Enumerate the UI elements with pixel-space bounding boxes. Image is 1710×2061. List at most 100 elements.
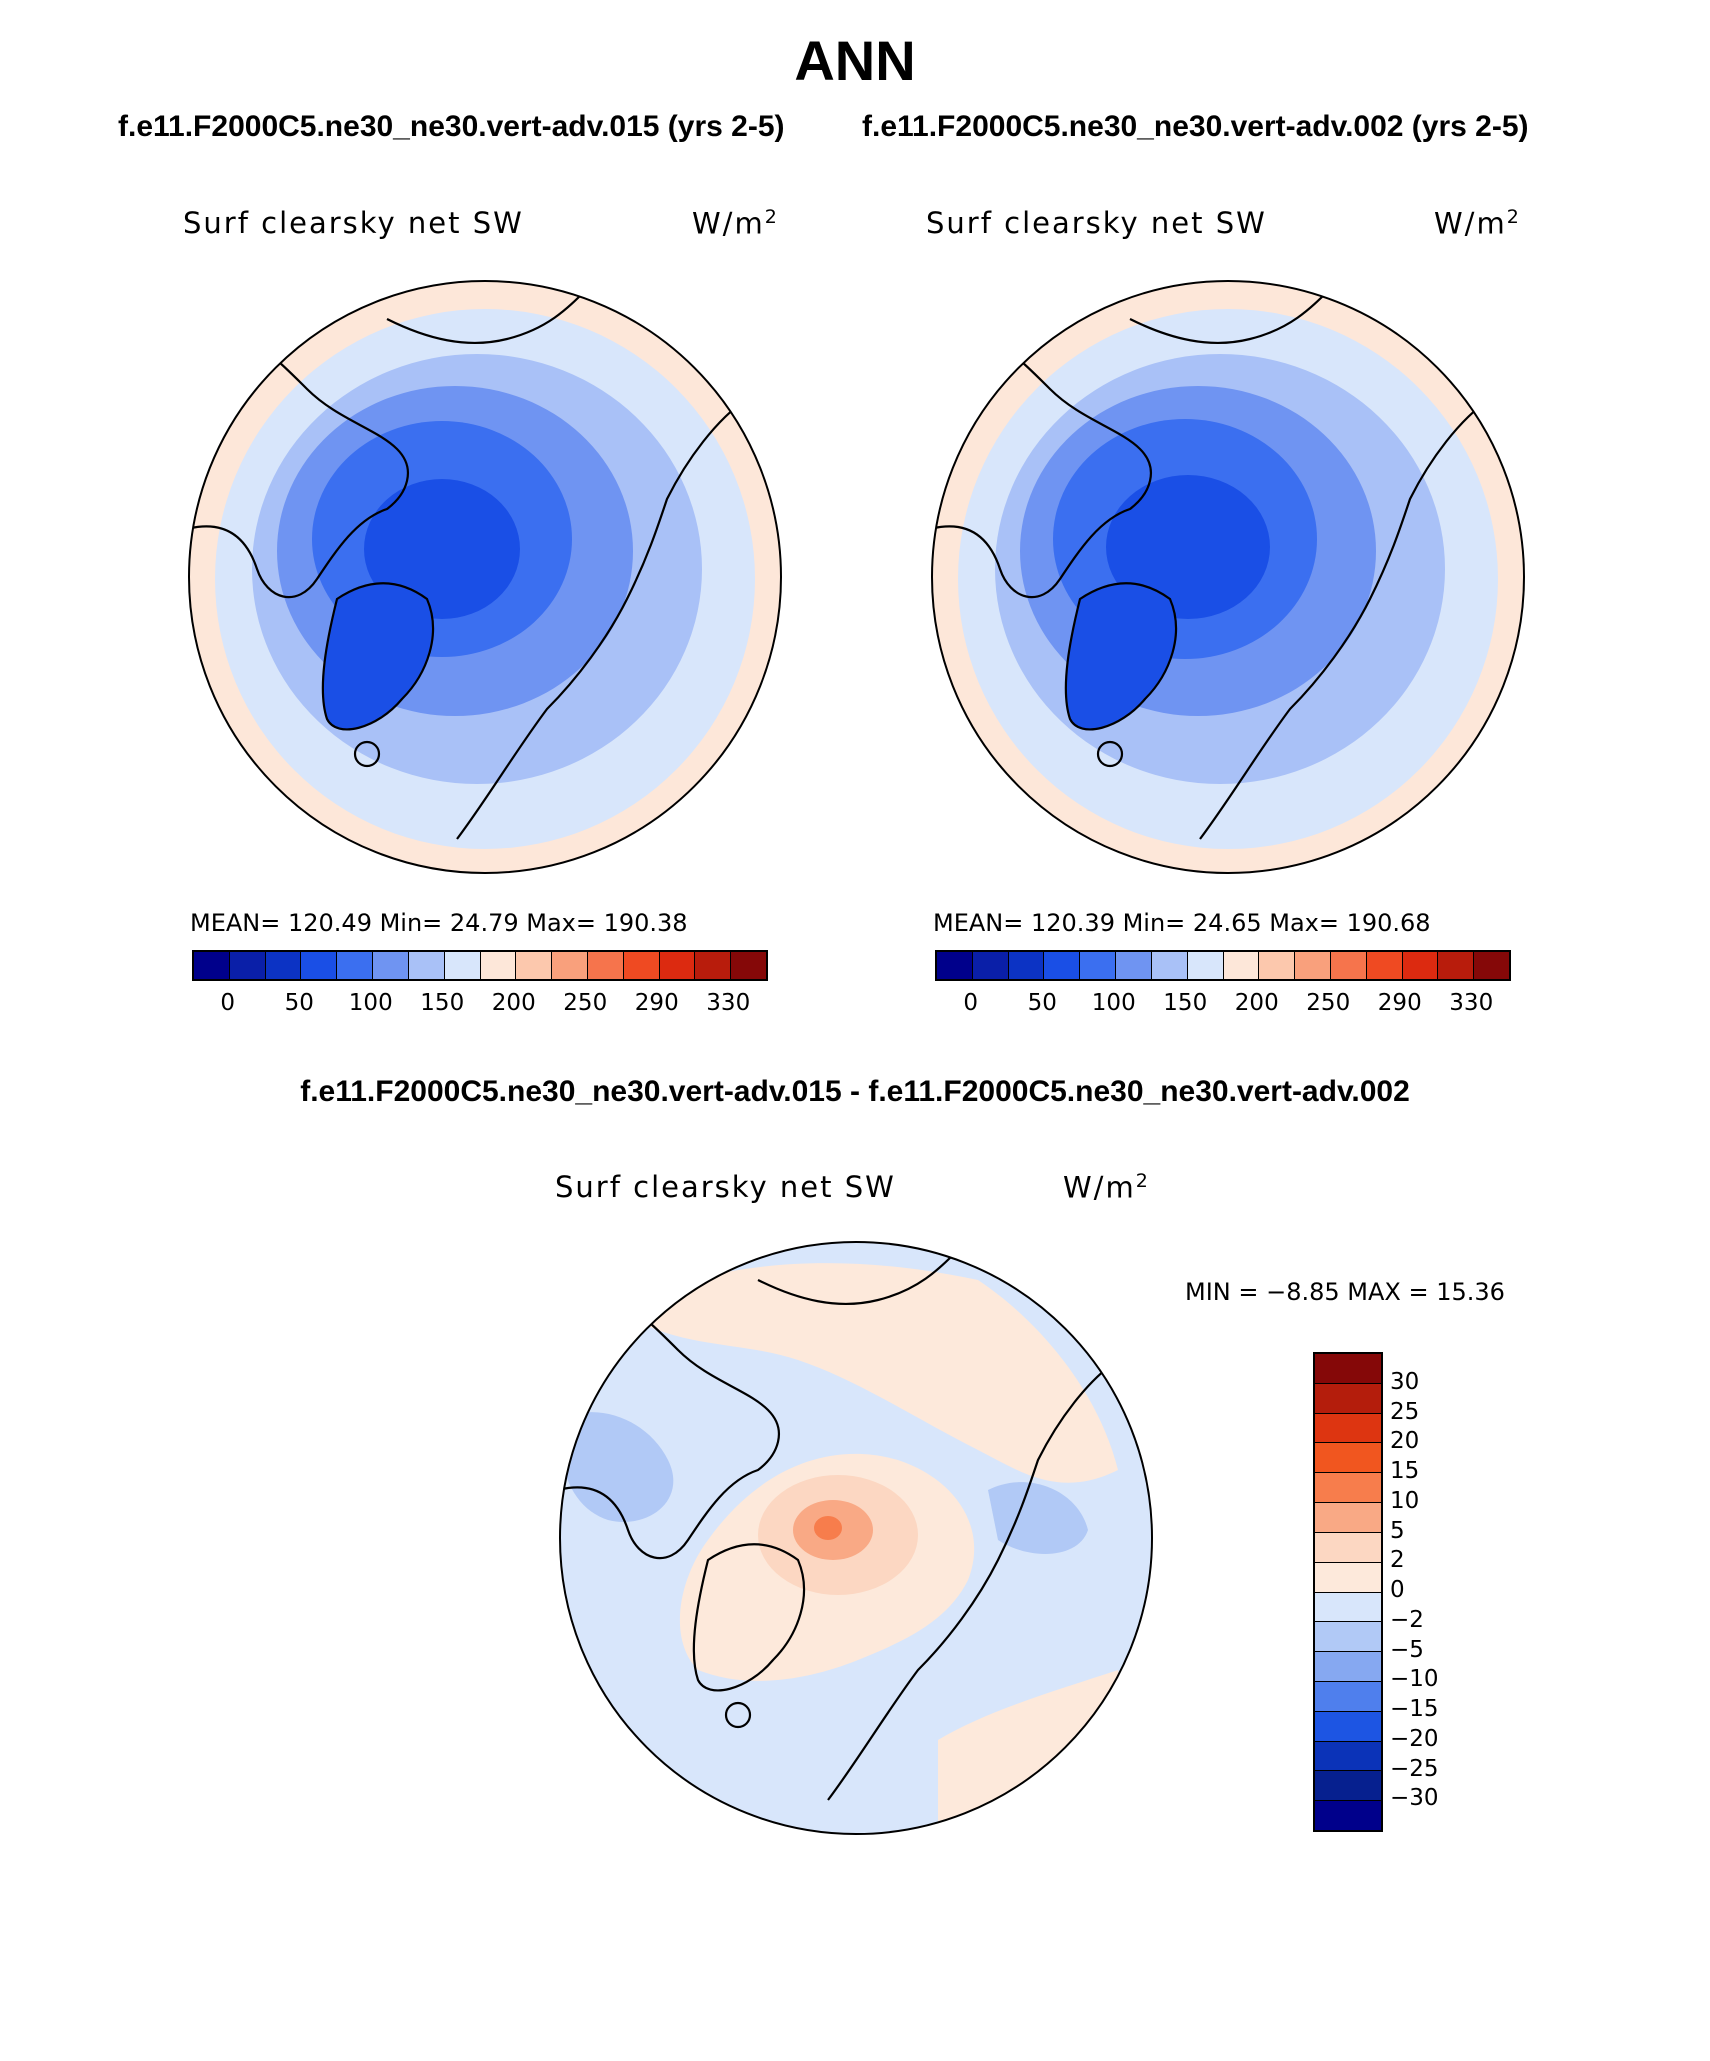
panel-1-colorbar [192, 950, 768, 981]
coastline-siberia [386, 288, 588, 345]
island-iceland [724, 1701, 752, 1729]
island-iceland [1096, 740, 1124, 768]
coastline-north-america [560, 1299, 780, 1560]
map-boundary [188, 280, 782, 874]
colorbar-swatch [444, 952, 481, 979]
colorbar-tick-label: 0 [220, 990, 236, 1016]
colorbar-swatch [972, 952, 1009, 979]
colorbar-tick-label: −20 [1390, 1725, 1439, 1752]
colorbar-swatch [1366, 952, 1403, 979]
colorbar-swatch [1044, 952, 1081, 979]
colorbar-swatch [1008, 952, 1045, 979]
panel-1-variable: Surf clearsky net SW [183, 206, 524, 240]
colorbar-swatch [1080, 952, 1117, 979]
panel-1-colorbar-ticks: 0 50 100 150 200 250 290 330 [192, 990, 768, 1020]
colorbar-swatch [408, 952, 445, 979]
colorbar-swatch [1315, 1771, 1381, 1802]
map-boundary [931, 280, 1525, 874]
colorbar-tick-label: 150 [420, 990, 465, 1016]
colorbar-swatch [1438, 952, 1475, 979]
figure-title: ANN [794, 29, 916, 92]
difference-colorbar-ticks: 30 25 20 15 10 5 2 0 −2 −5 −10 −15 −20 −25 −30 [1390, 1352, 1450, 1828]
panel-2-polar-map [931, 280, 1525, 874]
colorbar-tick-label: 30 [1390, 1368, 1420, 1395]
colorbar-tick-label: 150 [1163, 990, 1208, 1016]
colorbar-swatch [1474, 952, 1509, 979]
coastline-north-america [932, 338, 1152, 599]
colorbar-swatch [1187, 952, 1224, 979]
panel-1-units: W/m2 [692, 206, 779, 241]
colorbar-swatch [1295, 952, 1331, 979]
colorbar-tick-label: 200 [1234, 990, 1279, 1016]
positive-region-north [618, 1263, 1118, 1483]
colorbar-swatch [194, 952, 230, 979]
colorbar-swatch [1330, 952, 1367, 979]
colorbar-tick-label: −5 [1390, 1636, 1424, 1663]
colorbar-swatch [1315, 1592, 1381, 1623]
difference-polar-map [559, 1241, 1153, 1835]
colorbar-swatch [516, 952, 553, 979]
colorbar-tick-label: 2 [1390, 1547, 1405, 1574]
colorbar-tick-label: 50 [284, 990, 314, 1016]
coastline-eurasia [827, 1359, 1119, 1801]
colorbar-tick-label: 330 [706, 990, 751, 1016]
coastline-siberia [1129, 288, 1331, 345]
colorbar-swatch [337, 952, 374, 979]
colorbar-tick-label: 5 [1390, 1517, 1405, 1544]
colorbar-swatch [1315, 1622, 1381, 1653]
colorbar-swatch [1315, 1503, 1381, 1533]
colorbar-swatch [552, 952, 588, 979]
coastline-eurasia [1199, 398, 1491, 840]
colorbar-tick-label: −10 [1390, 1666, 1439, 1693]
colorbar-tick-label: 50 [1027, 990, 1057, 1016]
map-fill-core [1106, 475, 1270, 619]
colorbar-tick-label: 330 [1449, 990, 1494, 1016]
colorbar-tick-label: 25 [1390, 1398, 1420, 1425]
colorbar-tick-label: 20 [1390, 1428, 1420, 1455]
colorbar-swatch [1315, 1473, 1381, 1504]
colorbar-swatch [1315, 1443, 1381, 1474]
difference-colorbar [1313, 1352, 1383, 1832]
colorbar-swatch [1315, 1711, 1381, 1742]
colorbar-swatch [1315, 1652, 1381, 1682]
colorbar-tick-label: −15 [1390, 1696, 1439, 1722]
colorbar-tick-label: 0 [963, 990, 979, 1016]
greenland-fill [322, 583, 433, 730]
coastline-siberia [757, 1249, 959, 1306]
colorbar-swatch [301, 952, 338, 979]
panel-2-units: W/m2 [1434, 206, 1521, 241]
colorbar-tick-label: 100 [1091, 990, 1136, 1016]
colorbar-swatch [1315, 1562, 1381, 1593]
colorbar-swatch [480, 952, 517, 979]
map-fill-core [364, 479, 520, 619]
map-boundary [559, 1241, 1153, 1835]
case-title-left: f.e11.F2000C5.ne30_ne30.vert-adv.015 (yr… [118, 110, 785, 143]
colorbar-tick-label: 250 [1306, 990, 1351, 1016]
colorbar-swatch [731, 952, 766, 979]
coastline-greenland [1064, 582, 1178, 731]
colorbar-swatch [1116, 952, 1152, 979]
colorbar-swatch [265, 952, 302, 979]
colorbar-swatch [373, 952, 409, 979]
panel-2-stats: MEAN= 120.39 Min= 24.65 Max= 190.68 [933, 909, 1431, 937]
colorbar-tick-label: 290 [634, 990, 679, 1016]
negative-region-west [560, 1412, 674, 1522]
colorbar-tick-label: 0 [1390, 1577, 1405, 1603]
colorbar-swatch [1259, 952, 1296, 979]
panel-1-stats: MEAN= 120.49 Min= 24.79 Max= 190.38 [190, 909, 688, 937]
colorbar-tick-label: 10 [1390, 1487, 1420, 1514]
colorbar-swatch [229, 952, 266, 979]
case-title-right: f.e11.F2000C5.ne30_ne30.vert-adv.002 (yr… [862, 110, 1529, 143]
greenland-fill [1065, 583, 1176, 730]
colorbar-swatch [1402, 952, 1439, 979]
colorbar-swatch [1223, 952, 1260, 979]
positive-region-peak [814, 1516, 842, 1540]
coastline-north-america [189, 338, 409, 599]
colorbar-tick-label: −2 [1390, 1606, 1424, 1633]
negative-region-east [988, 1482, 1088, 1554]
colorbar-tick-label: 250 [563, 990, 608, 1016]
colorbar-swatch [1315, 1801, 1381, 1830]
colorbar-tick-label: 15 [1390, 1458, 1420, 1484]
panel-1-polar-map [188, 280, 782, 874]
colorbar-swatch [1315, 1532, 1381, 1563]
